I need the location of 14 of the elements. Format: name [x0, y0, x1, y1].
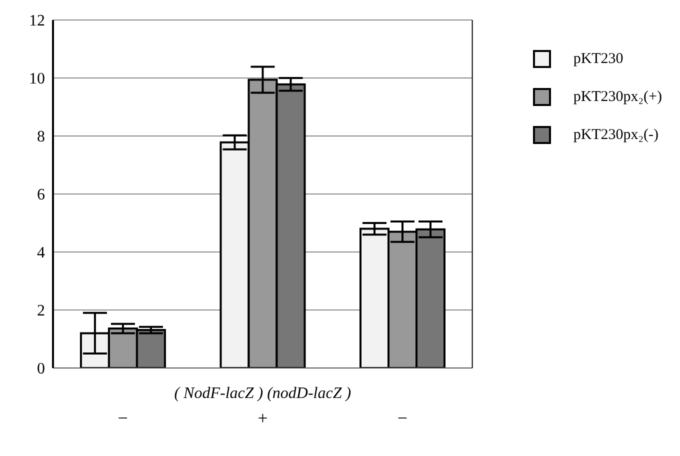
x-tick-label: − — [118, 408, 128, 428]
y-tick-label: 2 — [37, 302, 45, 320]
y-tick-label: 10 — [29, 70, 45, 88]
y-tick-label: 6 — [37, 186, 45, 204]
y-tick-label: 4 — [37, 244, 45, 262]
x-axis-title: ( NodF-lacZ ) (nodD-lacZ ) — [174, 385, 352, 402]
legend-label: pKT230px₂(+) — [573, 88, 662, 107]
y-tick-label: 12 — [29, 12, 45, 30]
legend-label: pKT230 — [573, 50, 624, 69]
legend-label: pKT230px₂(-) — [573, 126, 659, 145]
y-tick-label: 8 — [37, 128, 45, 146]
x-tick-label: + — [258, 408, 268, 428]
y-tick-label: 0 — [37, 360, 45, 378]
x-tick-label: − — [397, 408, 408, 428]
